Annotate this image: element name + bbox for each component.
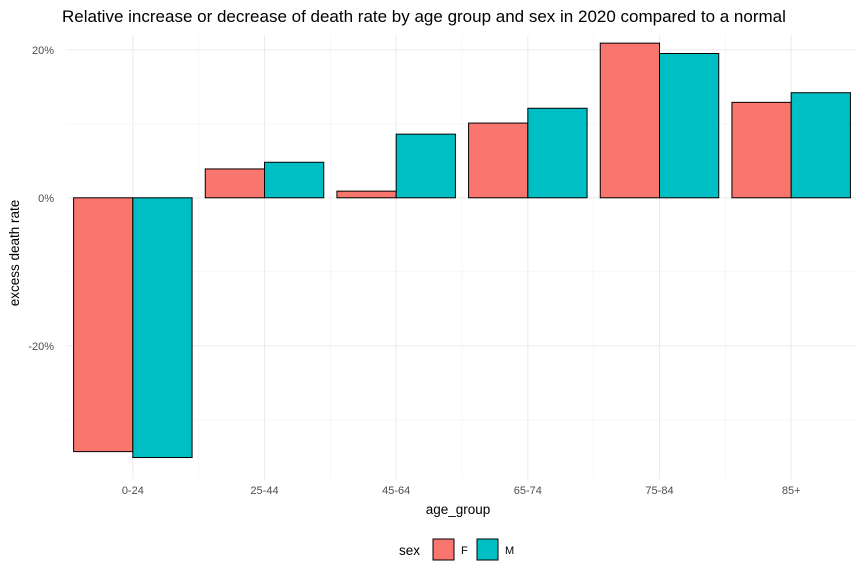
bar-65-74-M <box>527 107 588 199</box>
x-axis-title: age_group <box>426 502 491 517</box>
y-axis-ticks: -20% 0% 20% <box>28 45 54 353</box>
bar-75-84-M <box>659 53 720 199</box>
chart-title: Relative increase or decrease of death r… <box>62 7 786 26</box>
bar-25-44-F <box>204 168 265 199</box>
bar-45-64-F <box>336 190 397 199</box>
bar-75-84-F <box>599 42 660 199</box>
y-tick-label: 20% <box>32 45 54 57</box>
bar-85+-M <box>790 92 851 199</box>
bar-85+-F <box>731 101 792 199</box>
x-tick-label: 25-44 <box>250 485 278 497</box>
y-axis-title: excess death rate <box>7 200 22 307</box>
bar-0-24-F <box>73 197 134 453</box>
legend-title: sex <box>399 543 420 558</box>
bar-45-64-M <box>395 133 456 199</box>
legend-key-M <box>476 538 499 561</box>
bar-0-24-M <box>132 197 193 459</box>
bar-25-44-M <box>264 161 325 199</box>
bars <box>73 42 851 459</box>
x-tick-label: 0-24 <box>122 485 144 497</box>
y-tick-label: 0% <box>38 193 54 205</box>
x-tick-label: 75-84 <box>645 485 673 497</box>
legend-label-F: F <box>461 545 468 557</box>
bar-65-74-F <box>468 122 529 199</box>
x-tick-label: 45-64 <box>382 485 410 497</box>
x-tick-label: 85+ <box>782 485 801 497</box>
y-tick-label: -20% <box>28 341 54 353</box>
grid-lines <box>67 35 857 479</box>
x-tick-label: 65-74 <box>514 485 542 497</box>
x-axis-ticks: 0-24 25-44 45-64 65-74 75-84 85+ <box>122 485 801 497</box>
legend-key-F <box>432 538 455 561</box>
legend-label-M: M <box>505 545 514 557</box>
